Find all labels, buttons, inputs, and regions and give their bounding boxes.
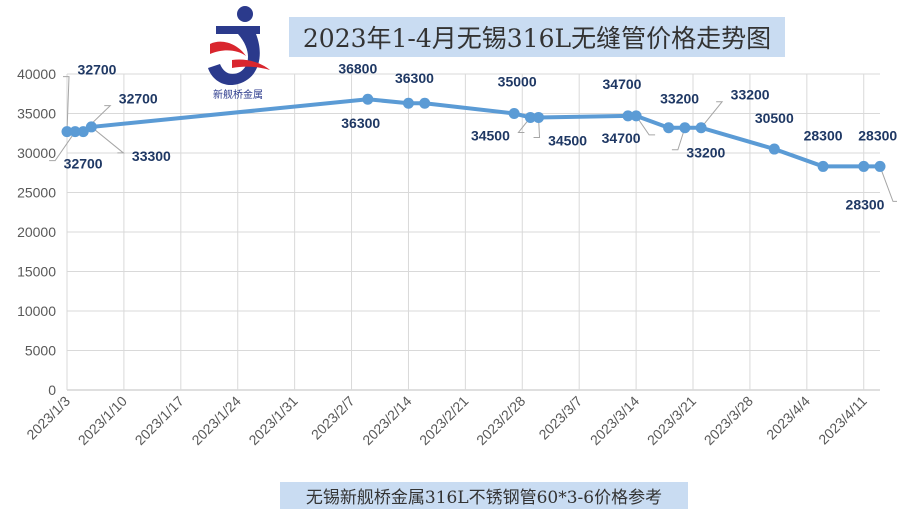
y-tick-label: 10000 <box>17 303 56 319</box>
x-axis: 2023/1/3 2023/1/10 2023/1/17 2023/1/24 2023/… <box>23 393 870 449</box>
data-label: 32700 <box>78 62 117 78</box>
data-label: 32700 <box>64 156 103 172</box>
y-tick-label: 30000 <box>17 145 56 161</box>
data-point <box>630 110 642 122</box>
data-label: 30500 <box>755 110 794 126</box>
data-label: 33200 <box>660 91 699 107</box>
data-point <box>77 126 89 138</box>
y-tick-label: 35000 <box>17 106 56 122</box>
data-point <box>695 122 707 134</box>
data-label: 28300 <box>858 127 897 143</box>
x-tick-label: 2023/3/28 <box>701 393 757 449</box>
data-label: 34500 <box>548 132 587 148</box>
data-label: 36300 <box>341 115 380 131</box>
y-tick-label: 20000 <box>17 224 56 240</box>
leader-line <box>635 115 656 136</box>
data-point <box>858 160 870 172</box>
logo-dot-icon <box>237 6 253 22</box>
data-point <box>874 160 886 172</box>
data-point <box>362 93 374 105</box>
leader-line <box>671 127 686 151</box>
leader-line <box>49 131 76 162</box>
data-label: 32700 <box>119 91 158 107</box>
leader-line <box>533 117 541 138</box>
x-tick-label: 2023/3/14 <box>587 393 643 449</box>
data-label: 33200 <box>686 145 725 161</box>
leader-line <box>879 166 897 202</box>
y-tick-label: 5000 <box>25 343 56 359</box>
leader-line <box>700 101 724 129</box>
data-label: 28300 <box>804 127 843 143</box>
x-tick-label: 2023/1/10 <box>75 393 131 449</box>
data-point <box>663 122 675 134</box>
data-label: 33300 <box>132 148 171 164</box>
data-label: 33200 <box>731 87 770 103</box>
price-series <box>61 93 886 172</box>
data-label: 36300 <box>395 70 434 86</box>
data-label: 36800 <box>338 60 377 76</box>
data-labels: 3270032700327003330036800363003630035000… <box>64 60 897 212</box>
data-point <box>85 121 97 133</box>
y-axis: 0 5000 10000 15000 20000 25000 30000 35000 40000 <box>17 66 56 398</box>
data-point <box>622 110 634 122</box>
data-point <box>402 97 414 109</box>
data-point <box>817 160 829 172</box>
leader-line <box>517 117 531 133</box>
data-point <box>524 111 536 123</box>
data-point <box>61 126 73 138</box>
x-tick-label: 2023/2/28 <box>473 393 529 449</box>
data-point <box>508 108 520 119</box>
data-label: 34700 <box>602 130 641 146</box>
gridlines <box>66 73 880 391</box>
data-point <box>768 143 780 155</box>
chart-subtitle: 无锡新舰桥金属316L不锈钢管60*3-6价格参考 <box>280 482 688 509</box>
x-tick-label: 2023/4/11 <box>815 393 870 448</box>
x-tick-label: 2023/3/21 <box>644 393 700 449</box>
data-label: 34500 <box>471 127 510 143</box>
x-tick-label: 2023/4/4 <box>763 393 813 443</box>
x-tick-label: 2023/2/14 <box>359 393 415 449</box>
company-logo <box>202 4 274 100</box>
y-tick-label: 25000 <box>17 185 56 201</box>
x-tick-label: 2023/1/3 <box>23 393 73 443</box>
leader-line <box>91 126 125 154</box>
logo-text: 新舰桥金属 <box>213 90 263 101</box>
x-tick-label: 2023/2/21 <box>416 393 472 449</box>
data-label: 28300 <box>846 196 885 212</box>
leader-line <box>63 76 70 132</box>
data-label: 34700 <box>603 76 642 92</box>
data-point <box>69 126 81 138</box>
x-tick-label: 2023/1/31 <box>245 393 301 449</box>
x-tick-label: 2023/1/17 <box>132 393 188 449</box>
y-tick-label: 40000 <box>17 66 56 82</box>
data-label: 35000 <box>498 74 537 90</box>
y-tick-label: 0 <box>48 382 56 398</box>
x-tick-label: 2023/3/7 <box>535 393 585 443</box>
y-tick-label: 15000 <box>17 264 56 280</box>
chart-title: 2023年1-4月无锡316L无缝管价格走势图 <box>289 17 785 57</box>
data-point <box>679 122 691 134</box>
x-tick-label: 2023/2/7 <box>308 393 358 443</box>
x-tick-label: 2023/1/24 <box>188 393 244 449</box>
data-point <box>533 111 545 123</box>
data-point <box>419 97 431 109</box>
